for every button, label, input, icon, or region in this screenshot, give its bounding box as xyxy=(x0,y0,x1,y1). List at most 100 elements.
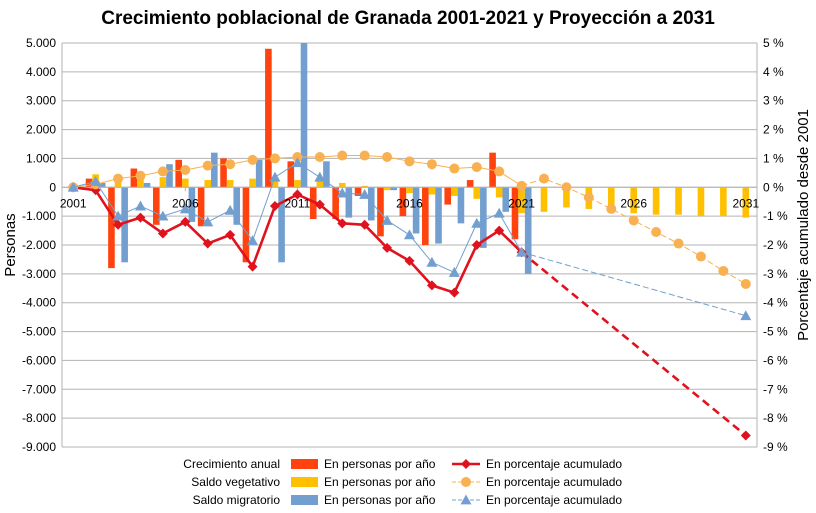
point-saldo-vegetativo xyxy=(180,164,191,175)
bar-saldo-vegetativo xyxy=(495,187,503,198)
y2-tick-label: -5 % xyxy=(763,325,788,339)
point-saldo-vegetativo xyxy=(628,215,639,226)
bar-saldo-migratorio xyxy=(98,182,106,188)
legend-bar-swatch xyxy=(291,477,318,487)
bar-crecimiento-anual xyxy=(377,187,384,237)
bar-saldo-vegetativo xyxy=(652,187,660,215)
point-saldo-vegetativo xyxy=(314,151,325,162)
point-saldo-vegetativo xyxy=(494,166,505,177)
bar-saldo-migratorio xyxy=(367,187,375,221)
x-tick-label: 2006 xyxy=(172,196,199,210)
bar-crecimiento-anual xyxy=(108,187,115,269)
legend-row-name: Saldo vegetativo xyxy=(191,475,280,489)
y2-tick-label: 2 % xyxy=(763,123,784,137)
bar-saldo-vegetativo xyxy=(630,187,637,214)
point-crecimiento-anual xyxy=(359,219,370,230)
bar-saldo-vegetativo xyxy=(226,180,234,188)
point-saldo-vegetativo xyxy=(740,278,751,289)
bar-saldo-vegetativo xyxy=(316,181,324,188)
bar-saldo-migratorio xyxy=(345,187,353,218)
point-saldo-vegetativo xyxy=(135,170,146,181)
x-tick-label: 2016 xyxy=(396,196,423,210)
point-saldo-migratorio xyxy=(224,204,236,215)
point-saldo-migratorio xyxy=(381,214,393,225)
point-saldo-vegetativo xyxy=(695,251,706,262)
y2-tick-label: 4 % xyxy=(763,65,784,79)
point-crecimiento-anual xyxy=(269,201,280,212)
bar-saldo-vegetativo xyxy=(540,187,548,212)
bar-saldo-migratorio xyxy=(435,187,442,244)
legend-row-name: Saldo migratorio xyxy=(193,493,281,507)
point-crecimiento-anual xyxy=(494,225,505,236)
bar-saldo-vegetativo xyxy=(607,187,615,212)
point-crecimiento-anual xyxy=(382,242,393,253)
bar-saldo-vegetativo xyxy=(697,187,705,217)
bar-saldo-migratorio xyxy=(166,164,173,188)
point-saldo-migratorio xyxy=(314,171,326,182)
bars xyxy=(85,43,750,274)
legend-bar-swatch xyxy=(291,495,318,505)
point-saldo-migratorio xyxy=(448,266,460,277)
y-tick-label: 2.000 xyxy=(26,123,56,137)
bar-crecimiento-anual xyxy=(242,187,250,263)
x-tick-label: 2021 xyxy=(508,196,535,210)
y2-tick-label: -2 % xyxy=(763,238,788,252)
bar-saldo-migratorio xyxy=(323,161,330,188)
bar-saldo-migratorio xyxy=(233,187,241,225)
y-tick-label: 3.000 xyxy=(26,94,56,108)
point-saldo-vegetativo xyxy=(718,265,729,276)
bar-saldo-migratorio xyxy=(480,187,487,248)
point-saldo-vegetativo xyxy=(269,153,280,164)
bar-saldo-vegetativo xyxy=(249,178,256,188)
point-saldo-migratorio xyxy=(157,210,169,221)
y-tick-label: -1.000 xyxy=(22,209,56,223)
y-tick-label: 4.000 xyxy=(26,65,56,79)
legend: Crecimiento anual En personas por año En p… xyxy=(183,457,622,507)
point-saldo-vegetativo xyxy=(673,238,684,249)
y-tick-label: -6.000 xyxy=(22,353,56,367)
point-saldo-migratorio xyxy=(202,216,214,227)
bar-saldo-migratorio xyxy=(278,187,285,263)
point-saldo-vegetativo xyxy=(292,151,303,162)
y2-tick-label: -8 % xyxy=(763,411,788,425)
legend-line-label: En porcentaje acumulado xyxy=(486,457,622,471)
axes xyxy=(61,43,758,447)
point-saldo-migratorio xyxy=(336,187,348,198)
point-crecimiento-anual xyxy=(292,189,303,200)
bar-saldo-vegetativo xyxy=(451,187,458,196)
legend-line-label: En porcentaje acumulado xyxy=(486,475,622,489)
bar-saldo-vegetativo xyxy=(428,187,436,195)
point-saldo-migratorio xyxy=(67,181,79,192)
point-crecimiento-anual xyxy=(157,228,168,239)
line-projection-saldo-migratorio xyxy=(521,251,746,317)
y-tick-label: -3.000 xyxy=(22,267,56,281)
y-tick-label: -8.000 xyxy=(22,411,56,425)
point-saldo-migratorio xyxy=(426,256,438,267)
point-saldo-vegetativo xyxy=(651,227,662,238)
bar-crecimiento-anual xyxy=(287,161,295,188)
point-saldo-vegetativo xyxy=(157,166,168,177)
legend-marker xyxy=(461,477,471,487)
y-tick-label: -5.000 xyxy=(22,325,56,339)
point-crecimiento-anual xyxy=(180,216,191,227)
bar-crecimiento-anual xyxy=(511,187,519,240)
point-saldo-migratorio xyxy=(516,246,528,257)
bar-crecimiento-anual xyxy=(220,158,227,188)
x-tick-label: 2001 xyxy=(60,196,87,210)
tick-labels: 5.000 4.000 3.000 2.000 1.000 0 -1.000 -2.000 -3… xyxy=(22,36,788,454)
point-crecimiento-anual xyxy=(471,240,482,250)
point-saldo-vegetativo xyxy=(202,160,213,171)
x-tick-label: 2031 xyxy=(732,196,759,210)
bar-crecimiento-anual xyxy=(354,187,362,196)
point-saldo-migratorio xyxy=(269,171,281,182)
point-crecimiento-anual xyxy=(337,218,348,229)
bar-crecimiento-anual xyxy=(466,180,474,188)
point-crecimiento-anual xyxy=(135,212,146,223)
point-saldo-vegetativo xyxy=(449,163,460,174)
y2-tick-label: -4 % xyxy=(763,296,788,310)
bar-crecimiento-anual xyxy=(130,168,138,188)
y2-tick-label: 5 % xyxy=(763,36,784,50)
bar-saldo-vegetativo xyxy=(182,178,189,188)
bar-saldo-vegetativo xyxy=(720,187,727,217)
line-projection-crecimiento-anual xyxy=(520,251,747,437)
